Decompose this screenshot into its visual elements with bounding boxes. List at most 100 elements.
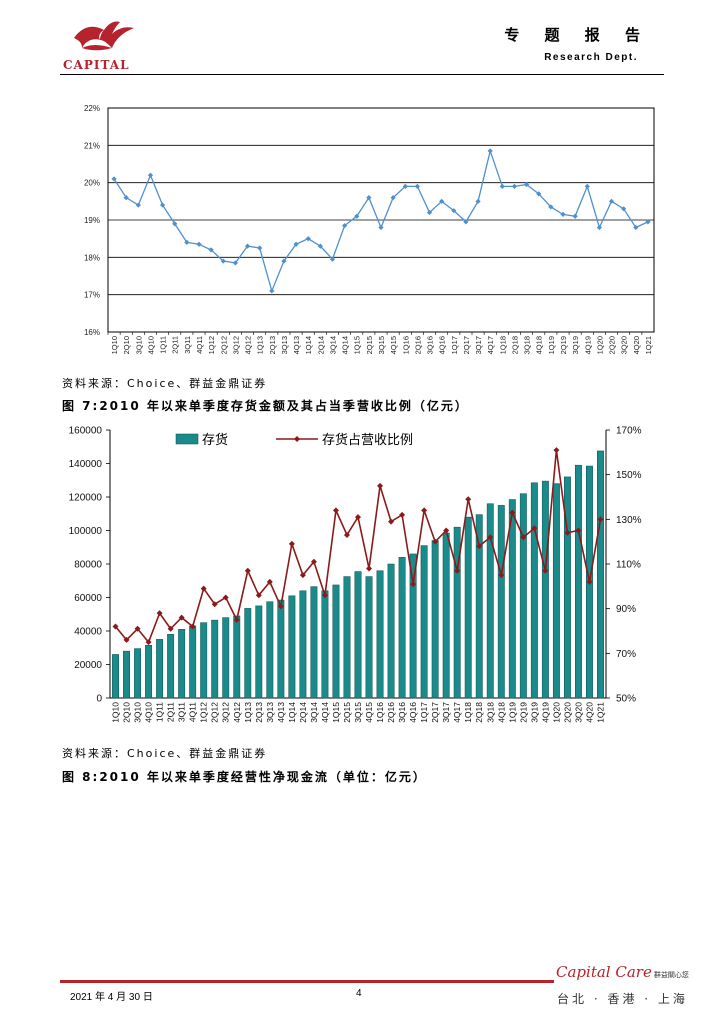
inventory-bar — [574, 464, 582, 699]
x-tick-label: 2Q11 — [171, 336, 180, 354]
y-left-tick-label: 0 — [96, 694, 102, 705]
inventory-bar — [398, 557, 406, 699]
y-tick-label: 17% — [84, 291, 100, 300]
x-tick-label: 3Q15 — [377, 336, 386, 354]
data-point — [426, 209, 433, 216]
data-point — [572, 213, 578, 219]
ratio-point — [178, 614, 185, 621]
ratio-point — [222, 594, 229, 601]
x-tick-label: 1Q15 — [331, 702, 341, 723]
inventory-bar — [464, 516, 472, 699]
inventory-bar — [365, 576, 373, 699]
x-tick-label: 2Q20 — [608, 336, 617, 354]
x-tick-label: 4Q20 — [632, 336, 641, 354]
footer-divider — [60, 980, 554, 983]
figure7-source: 资料来源：Choice、群益金鼎证券 — [62, 747, 268, 760]
x-tick-label: 1Q11 — [159, 336, 168, 354]
data-point — [548, 204, 554, 210]
x-tick-label: 4Q14 — [320, 702, 330, 723]
inventory-bar — [145, 644, 153, 699]
x-tick-label: 1Q17 — [450, 336, 459, 354]
ratio-point — [443, 527, 450, 534]
y-right-tick-label: 50% — [616, 694, 636, 705]
x-tick-label: 3Q10 — [134, 336, 143, 354]
ratio-point — [134, 625, 141, 632]
ratio-point — [542, 567, 549, 574]
legend-label-ratio: 存货占营收比例 — [322, 432, 413, 447]
ratio-point — [498, 572, 505, 579]
legend-marker-ratio — [294, 436, 300, 442]
data-point — [536, 191, 542, 197]
data-point — [220, 258, 226, 264]
inventory-bar — [387, 563, 395, 699]
ratio-point — [465, 496, 472, 503]
data-point — [414, 183, 420, 189]
inventory-bar — [475, 514, 483, 699]
x-tick-label: 4Q18 — [535, 336, 544, 354]
inventory-bar — [299, 590, 307, 699]
x-tick-label: 3Q11 — [177, 702, 187, 722]
data-point — [123, 195, 129, 201]
ratio-point — [288, 540, 295, 547]
inventory-bar — [222, 617, 230, 699]
ratio-point — [432, 538, 439, 545]
y-left-tick-label: 20000 — [74, 660, 102, 671]
capital-bird-logo-icon — [74, 21, 134, 51]
x-tick-label: 4Q17 — [452, 702, 462, 723]
inventory-bar — [597, 450, 604, 699]
x-tick-label: 4Q11 — [195, 336, 204, 354]
inventory-bar — [519, 493, 527, 699]
ratio-point — [343, 531, 350, 538]
x-tick-label: 1Q16 — [401, 336, 410, 354]
x-tick-label: 2Q11 — [166, 702, 176, 722]
x-tick-label: 3Q19 — [571, 336, 580, 354]
x-tick-label: 3Q14 — [328, 336, 337, 354]
x-tick-label: 4Q19 — [540, 702, 550, 723]
x-tick-label: 1Q20 — [551, 702, 561, 723]
data-point — [487, 148, 493, 154]
inventory-bar — [167, 634, 175, 699]
inventory-bar — [112, 654, 119, 699]
x-tick-label: 2Q10 — [122, 702, 132, 723]
inventory-bar — [123, 650, 130, 699]
inventory-bar — [552, 483, 560, 699]
data-point — [511, 183, 518, 189]
data-point — [329, 256, 336, 262]
y-tick-label: 20% — [84, 179, 100, 188]
data-point — [172, 221, 178, 227]
x-tick-label: 3Q12 — [221, 702, 231, 723]
x-tick-label: 2Q15 — [342, 702, 352, 723]
data-point — [584, 183, 590, 189]
x-tick-label: 1Q20 — [595, 336, 604, 354]
department: Research Dept. — [544, 52, 638, 63]
y-left-tick-label: 160000 — [69, 426, 103, 437]
x-tick-label: 3Q10 — [133, 702, 143, 723]
data-point — [147, 172, 154, 178]
legend-swatch-inventory — [175, 433, 199, 445]
ratio-point — [509, 509, 516, 516]
inventory-bar — [486, 503, 494, 699]
x-tick-label: 1Q18 — [463, 702, 473, 723]
ratio-point — [266, 578, 273, 585]
figure8-title: 图 8:2010 年以来单季度经营性净现金流（单位：亿元） — [62, 770, 427, 784]
data-point — [269, 288, 275, 294]
ratio-point — [332, 507, 339, 514]
ratio-point — [399, 511, 406, 518]
x-tick-label: 1Q10 — [110, 336, 119, 354]
x-tick-label: 2Q13 — [268, 336, 277, 354]
x-tick-label: 3Q20 — [620, 336, 629, 354]
y-right-tick-label: 150% — [616, 470, 642, 481]
x-tick-label: 3Q17 — [441, 702, 451, 723]
x-tick-label: 4Q13 — [276, 702, 286, 723]
inventory-bar — [244, 608, 252, 699]
page-number: 4 — [356, 988, 362, 999]
ratio-point — [321, 592, 328, 599]
data-point — [232, 260, 238, 266]
data-point — [293, 241, 299, 247]
ratio-point — [233, 616, 240, 623]
inventory-bar — [332, 584, 340, 699]
inventory-bar — [134, 648, 142, 699]
x-tick-label: 1Q14 — [304, 336, 313, 354]
inventory-bar — [343, 576, 351, 699]
x-tick-label: 4Q15 — [364, 702, 374, 723]
